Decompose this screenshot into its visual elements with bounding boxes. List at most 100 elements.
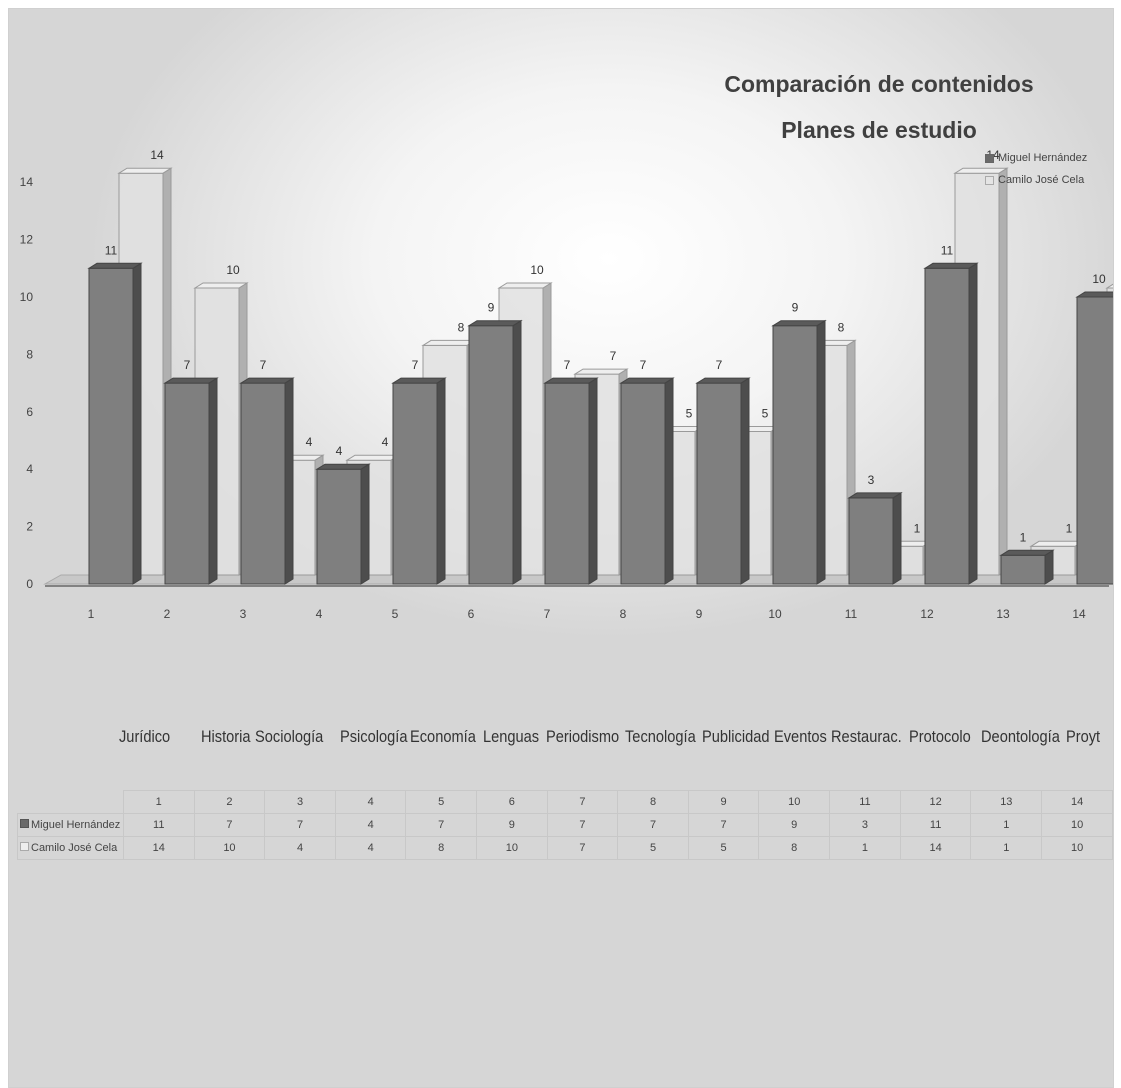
- bar-s1-cat3-top: [239, 377, 295, 384]
- bar-s1-cat2-top: [163, 377, 219, 384]
- bar-s1-cat14-front: [1076, 296, 1113, 585]
- table-header-cell: 7: [546, 790, 619, 814]
- bar-s1-cat14-top: [1075, 291, 1113, 298]
- chart-title: Comparación de contenidos: [724, 71, 1034, 97]
- data-label-s1: 4: [336, 444, 343, 458]
- bar-s2-cat14-top: [1105, 283, 1113, 289]
- table-cell: 5: [617, 836, 689, 860]
- category-name: Proyt: [1066, 727, 1101, 746]
- data-label-s2: 4: [306, 435, 313, 449]
- legend: Miguel Hernández Camilo José Cela: [985, 147, 1095, 191]
- bar-s1-cat7-top: [543, 377, 599, 384]
- category-name: Publicidad: [702, 727, 770, 746]
- table-cell: 14: [899, 836, 972, 860]
- data-label-s1: 7: [260, 358, 267, 372]
- bar-s1-cat9-front: [696, 382, 742, 585]
- table-cell: 7: [617, 813, 689, 837]
- data-label-s1: 9: [488, 301, 495, 315]
- table-cell: 11: [122, 813, 195, 837]
- bar-s2-cat13-top: [1029, 540, 1085, 547]
- table-header-cell: 9: [687, 790, 760, 814]
- bar-s1-cat11-side: [892, 491, 902, 585]
- table-cell: 4: [334, 836, 407, 860]
- bar-s1-cat7-front: [544, 382, 590, 585]
- data-label-s2: 4: [382, 435, 389, 449]
- bar-s1-cat8-front: [620, 382, 666, 585]
- table-header-cell: 6: [475, 790, 548, 814]
- table-header-cell: 8: [617, 790, 689, 814]
- bar-s1-cat8-side: [664, 377, 674, 585]
- data-label-s2: 8: [458, 320, 465, 334]
- table-cell: 10: [193, 836, 266, 860]
- table-header-cell: 1: [122, 790, 195, 814]
- bar-s1-cat5-top: [391, 377, 447, 384]
- x-tick-label: 2: [164, 607, 171, 621]
- bar-s1-cat12-front: [924, 267, 970, 585]
- table-cell: 9: [758, 813, 831, 837]
- table-cell: 7: [193, 813, 266, 837]
- category-name: Protocolo: [909, 727, 971, 746]
- bar-s2-cat6-top: [497, 282, 553, 289]
- series2-swatch: [20, 842, 29, 851]
- x-tick-label: 5: [392, 607, 399, 621]
- data-label-s2: 7: [610, 349, 617, 363]
- table-cell: 14: [122, 836, 195, 860]
- y-tick-label: 0: [26, 577, 33, 591]
- category-name: Periodismo: [546, 727, 620, 746]
- category-name: Economía: [410, 727, 476, 746]
- table-cell: 9: [475, 813, 548, 837]
- legend-label-series1: Miguel Hernández: [998, 152, 1088, 164]
- legend-label-series2: Camilo José Cela: [998, 174, 1085, 186]
- table-cell: 1: [970, 836, 1043, 860]
- bar-s1-cat6-side: [512, 319, 522, 585]
- data-label-s2: 1: [914, 521, 921, 535]
- bar-s1-cat11-top: [847, 492, 903, 499]
- table-header-cell: 13: [970, 790, 1043, 814]
- x-tick-label: 14: [1072, 607, 1086, 621]
- category-name: Tecnología: [625, 727, 696, 746]
- bar-s2-cat2-top: [193, 282, 249, 289]
- data-label-s1: 7: [564, 358, 571, 372]
- data-label-s2: 5: [686, 407, 693, 421]
- table-cell: 5: [687, 836, 760, 860]
- bar-s1-cat4-side: [360, 463, 370, 585]
- table-header-cell: 3: [264, 790, 336, 814]
- bar-s2-cat12-side: [998, 167, 1008, 576]
- data-label-s1: 7: [412, 358, 419, 372]
- table-cell: 7: [546, 813, 619, 837]
- category-name-row: Jurídico Historia Sociología Psicología Econ…: [9, 727, 1113, 757]
- legend-swatch-series2: [985, 175, 994, 185]
- table-row-series1: Miguel Hernández 11 7 7 4 7 9 7 7 7 9 3 11 1 10: [17, 813, 1113, 837]
- table-cell: 1: [829, 836, 901, 860]
- bar-s1-cat1-front: [88, 267, 134, 585]
- data-label-s2: 5: [762, 407, 769, 421]
- data-label-s2: 10: [530, 263, 544, 277]
- bar-s1-cat13-top: [999, 549, 1055, 556]
- bar-s1-cat10-top: [771, 320, 827, 327]
- bar-s2-cat12-top: [953, 167, 1009, 174]
- table-row-label: Miguel Hernández: [17, 813, 124, 837]
- table-header-cell: 12: [899, 790, 972, 814]
- data-label-s2: 14: [150, 148, 164, 162]
- chart-area: 0246810121414104481075581141101117273447…: [8, 8, 1114, 1088]
- bar-s1-cat9-top: [695, 377, 751, 384]
- table-header-cell: 2: [193, 790, 266, 814]
- y-tick-label: 8: [26, 347, 33, 361]
- table-header-row: 1 2 3 4 5 6 7 8 9 10 11 12 13 14: [18, 790, 1113, 814]
- table-cell: 7: [405, 813, 477, 837]
- bar-s1-cat4-front: [316, 468, 362, 585]
- y-tick-label: 12: [20, 233, 34, 247]
- bar-s1-cat8-top: [619, 377, 675, 384]
- chart-subtitle: Planes de estudio: [781, 117, 977, 143]
- table-cell: 10: [475, 836, 548, 860]
- data-label-s1: 9: [792, 301, 799, 315]
- table-cell: 7: [264, 813, 336, 837]
- category-name: Deontología: [981, 727, 1060, 746]
- bar-s1-cat5-side: [436, 377, 446, 585]
- bar-s1-cat2-front: [164, 382, 210, 585]
- table-cell: 1: [970, 813, 1043, 837]
- x-tick-label: 3: [240, 607, 247, 621]
- table-row-series2: Camilo José Cela 14 10 4 4 8 10 7 5 5 8 1 14 1 10: [17, 836, 1113, 860]
- bar-s1-cat2-side: [208, 377, 218, 585]
- bar-s1-cat13-side: [1044, 549, 1054, 585]
